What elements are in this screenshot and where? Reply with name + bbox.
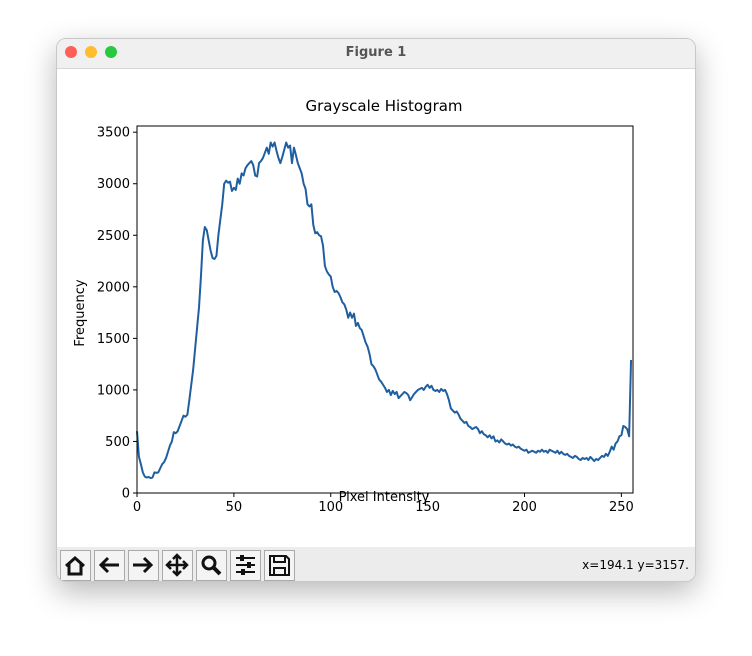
- y-tick-label: 2000: [97, 280, 130, 295]
- coordinate-status: x=194.1 y=3157.: [582, 558, 689, 572]
- y-tick-label: 1000: [97, 383, 130, 398]
- data-line: [136, 141, 633, 480]
- plot-frame: [136, 125, 634, 494]
- x-tick-label: 100: [318, 500, 343, 515]
- close-button[interactable]: [65, 46, 77, 58]
- chart-title: Grayscale Histogram: [305, 97, 462, 115]
- y-tick-label: 1500: [97, 332, 130, 347]
- window: Figure 1 Grayscale Histogram Pixel Inten…: [56, 38, 696, 582]
- toolbar-buttons: [60, 550, 295, 581]
- y-tick-label: 500: [105, 435, 130, 450]
- y-tick-label: 0: [122, 487, 130, 502]
- y-tick-label: 3500: [97, 126, 130, 141]
- x-tick-label: 250: [609, 500, 634, 515]
- zoom-button[interactable]: [105, 46, 117, 58]
- title-bar: Figure 1: [57, 39, 695, 69]
- y-axis-label: Frequency: [73, 279, 88, 346]
- window-title: Figure 1: [345, 45, 407, 60]
- x-tick-label: 150: [415, 500, 440, 515]
- y-tick-label: 2500: [97, 229, 130, 244]
- minimize-button[interactable]: [85, 46, 97, 58]
- y-tick-label: 3000: [97, 177, 130, 192]
- x-tick-label: 200: [512, 500, 537, 515]
- toolbar: x=194.1 y=3157.: [57, 547, 695, 581]
- chart: Grayscale Histogram Pixel Intensity Freq…: [73, 97, 634, 515]
- x-tick-label: 50: [226, 500, 243, 515]
- x-axis-label: Pixel Intensity: [339, 490, 430, 505]
- x-tick-label: 0: [133, 500, 141, 515]
